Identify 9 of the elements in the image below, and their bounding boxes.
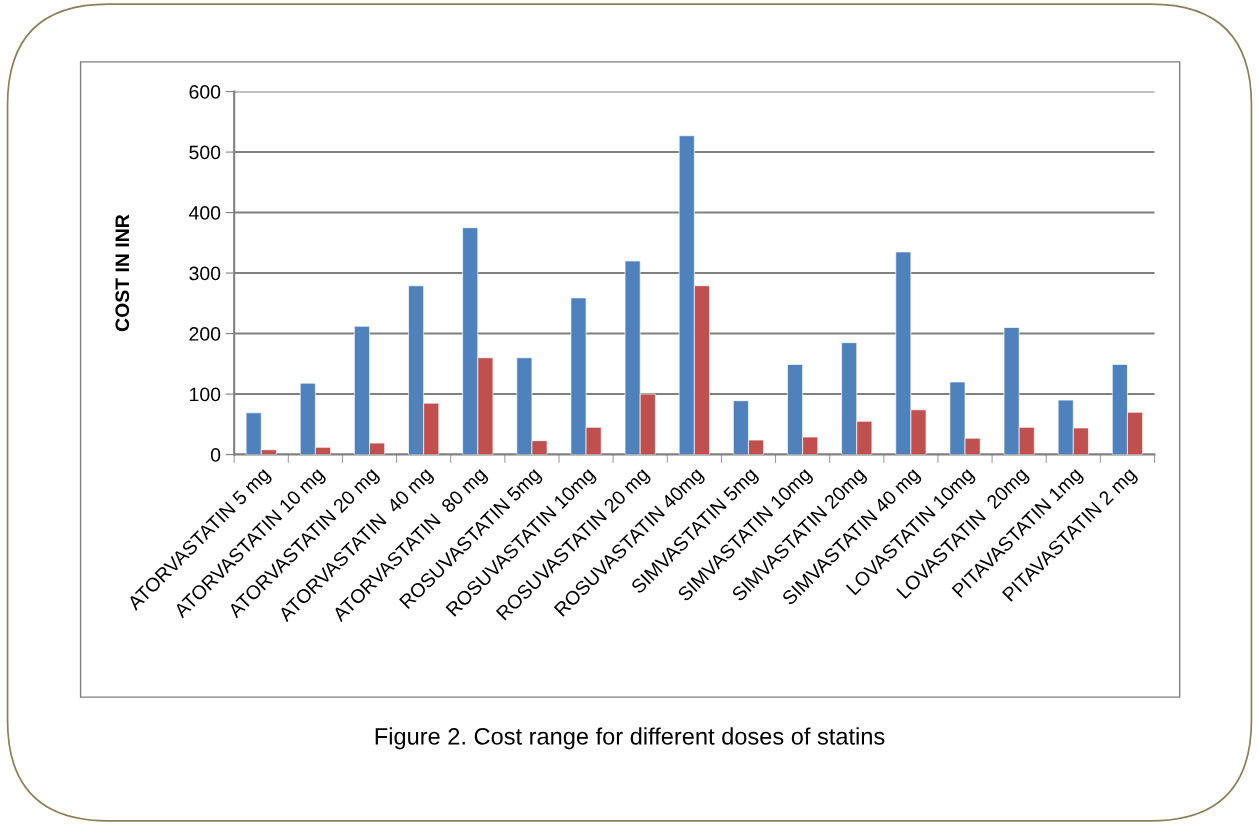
y-tick-label: 100 (190, 387, 221, 402)
y-tick-label: 0 (210, 448, 221, 462)
y-tick-label: 600 (189, 85, 221, 99)
y-axis-title: COST IN INR (115, 214, 130, 332)
y-tick-label: 500 (189, 145, 221, 160)
y-tick-label: 200 (189, 327, 221, 341)
y-tick-label: 400 (188, 206, 221, 220)
y-tick-label: 300 (189, 266, 221, 281)
text: Figure 2. Cost range for different doses of statins (375, 727, 885, 750)
